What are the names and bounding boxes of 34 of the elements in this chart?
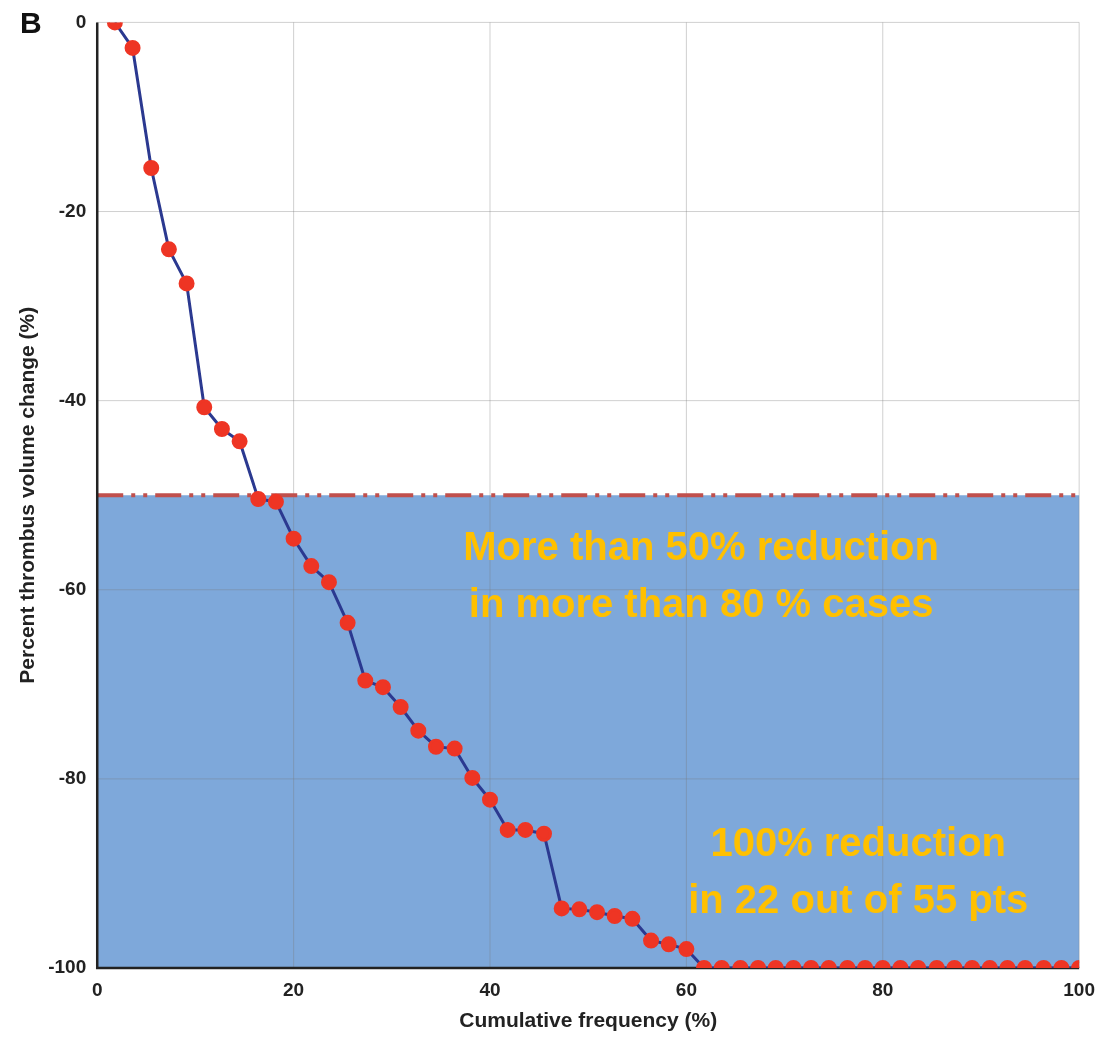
point xyxy=(196,399,213,416)
point xyxy=(357,672,374,689)
x-axis-title: Cumulative frequency (%) xyxy=(459,1008,718,1032)
y-tick-label: -80 xyxy=(58,767,87,789)
point xyxy=(231,433,248,450)
point xyxy=(427,738,444,755)
y-tick-label: 0 xyxy=(75,10,87,32)
annotation: More than 50% reduction in more than 80 % cases xyxy=(463,524,939,626)
y-tick-label: -100 xyxy=(48,956,87,978)
point xyxy=(446,740,463,757)
point xyxy=(267,493,284,510)
point xyxy=(410,722,427,739)
point xyxy=(374,679,391,696)
x-tick-label: 80 xyxy=(872,978,894,1000)
y-tick-label: -60 xyxy=(58,577,87,599)
x-tick-label: 0 xyxy=(91,978,103,1000)
point xyxy=(303,558,320,575)
point xyxy=(285,530,302,547)
x-tick-label: 60 xyxy=(675,978,697,1000)
x-tick-label: 40 xyxy=(479,978,501,1000)
y-tick-label: -20 xyxy=(58,199,87,221)
y-tick-label: -40 xyxy=(58,388,87,410)
point xyxy=(213,421,230,438)
annotation: 100% reduction in 22 out of 55 pts xyxy=(688,820,1029,922)
x-tick-label: 100 xyxy=(1063,978,1095,1000)
point xyxy=(464,769,481,786)
point xyxy=(339,614,356,631)
point xyxy=(160,241,177,258)
point xyxy=(250,490,267,507)
y-axis-title: Percent thrombus volume change (%) xyxy=(15,306,39,684)
chart-title: B xyxy=(20,6,42,40)
point xyxy=(320,574,337,591)
x-tick-label: 20 xyxy=(283,978,305,1000)
point xyxy=(178,275,195,292)
